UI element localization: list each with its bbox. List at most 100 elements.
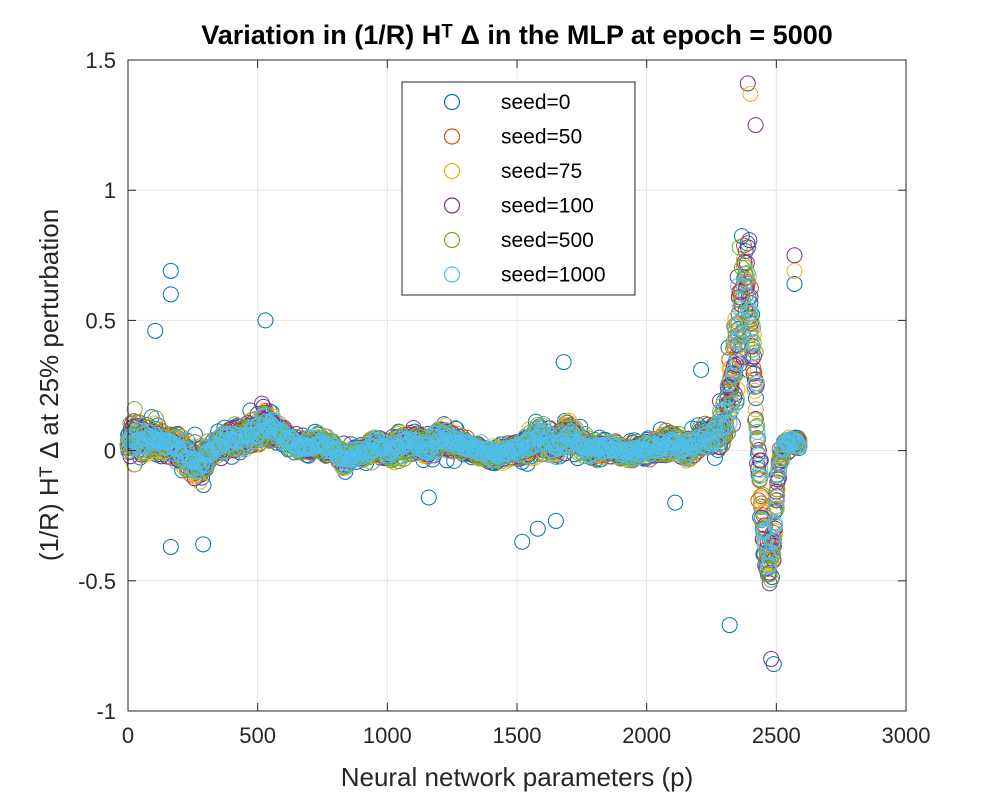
tick-labels: 0 500 1000 1500 2000 2500 3000 -1 -0.5 0 0.5 1 1.5 [78, 48, 930, 748]
axis-ticks [127, 59, 907, 712]
outlier-point [742, 85, 759, 102]
data-point [177, 440, 194, 457]
data-point [757, 520, 774, 537]
data-point [760, 557, 777, 574]
data-point [754, 524, 771, 541]
data-point [745, 319, 762, 336]
data-point [512, 446, 529, 463]
data-point [728, 355, 745, 372]
legend-marker [443, 162, 461, 180]
data-point [763, 534, 780, 550]
data-point [737, 274, 754, 291]
data-point [761, 551, 778, 568]
data-point [745, 334, 762, 351]
chart-title: Variation in (1/R) Hᵀ Δ in the MLP at ep… [201, 20, 833, 50]
data-point [423, 447, 440, 464]
data-point [746, 364, 763, 381]
legend-marker [443, 93, 461, 111]
data-point [735, 257, 752, 274]
data-point [175, 443, 192, 460]
y-tick-label: 0 [104, 439, 116, 464]
data-point [751, 468, 768, 485]
outlier-point [547, 512, 564, 529]
outlier-point [257, 312, 274, 329]
x-tick-label: 2000 [622, 723, 671, 748]
data-point [731, 239, 748, 256]
x-tick-label: 2500 [752, 723, 801, 748]
data-point [746, 348, 762, 365]
data-point [767, 517, 783, 534]
legend-label: seed=100 [501, 195, 594, 218]
data-point [559, 420, 576, 437]
data-point [717, 418, 734, 435]
y-tick-label: 0.5 [85, 308, 116, 333]
data-point [769, 481, 785, 498]
data-point [747, 411, 764, 427]
data-point [710, 435, 727, 452]
data-point [734, 325, 751, 342]
y-axis-label: (1/R) Hᵀ Δ at 25% perturbation [34, 209, 64, 561]
data-point [522, 439, 539, 456]
data-point [721, 414, 738, 431]
data-point [694, 431, 711, 447]
data-point [733, 335, 750, 352]
data-point [252, 431, 269, 448]
data-point [743, 311, 760, 327]
data-point [739, 239, 756, 256]
legend-box [401, 81, 636, 296]
outlier-point [739, 75, 756, 92]
legend-label: seed=500 [501, 229, 594, 252]
data-point [731, 300, 748, 317]
data-point [721, 382, 738, 399]
x-tick-label: 1000 [363, 723, 412, 748]
legend: seed=0 seed=50 seed=75 seed=100 seed=500 seed… [401, 81, 636, 296]
data-point [241, 429, 258, 446]
outlier-point [786, 247, 803, 264]
data-point [254, 395, 270, 412]
data-point [739, 235, 756, 252]
data-point [197, 456, 214, 473]
x-tick-label: 3000 [882, 723, 931, 748]
data-point [763, 544, 780, 561]
outlier-point [786, 275, 803, 292]
legend-marker [443, 266, 461, 283]
x-axis-label: Neural network parameters (p) [341, 762, 694, 792]
data-point [604, 434, 621, 451]
data-point [768, 489, 785, 506]
data-point [728, 391, 745, 408]
y-tick-label: -0.5 [78, 569, 116, 594]
series-seed-1000 [120, 264, 808, 575]
y-tick-label: -1 [96, 699, 116, 724]
outlier-point [763, 650, 780, 667]
data-point [750, 442, 767, 458]
data-point [726, 357, 742, 374]
x-tick-label: 0 [122, 723, 134, 748]
data-point [752, 467, 769, 484]
outlier-point [786, 262, 803, 279]
data-point [769, 467, 786, 484]
data-point [616, 442, 633, 459]
outlier-point [693, 361, 710, 378]
y-tick-label: 1 [104, 178, 116, 203]
data-point [738, 287, 755, 304]
outlier-point [195, 536, 212, 553]
data-point [768, 500, 785, 517]
data-point [725, 362, 742, 379]
data-point [752, 461, 769, 478]
data-point [709, 415, 726, 432]
data-point [757, 533, 774, 550]
data-point [756, 522, 773, 539]
data-point [747, 401, 764, 418]
data-point [723, 395, 740, 412]
data-point [753, 511, 770, 528]
data-points [119, 75, 808, 673]
data-point [315, 433, 332, 450]
data-point [537, 422, 554, 439]
outlier-point [162, 538, 179, 555]
data-point [557, 437, 574, 454]
data-point [356, 444, 373, 461]
data-point [767, 498, 784, 515]
data-point [720, 376, 737, 393]
outlier-point [147, 322, 164, 339]
data-point [318, 428, 335, 445]
